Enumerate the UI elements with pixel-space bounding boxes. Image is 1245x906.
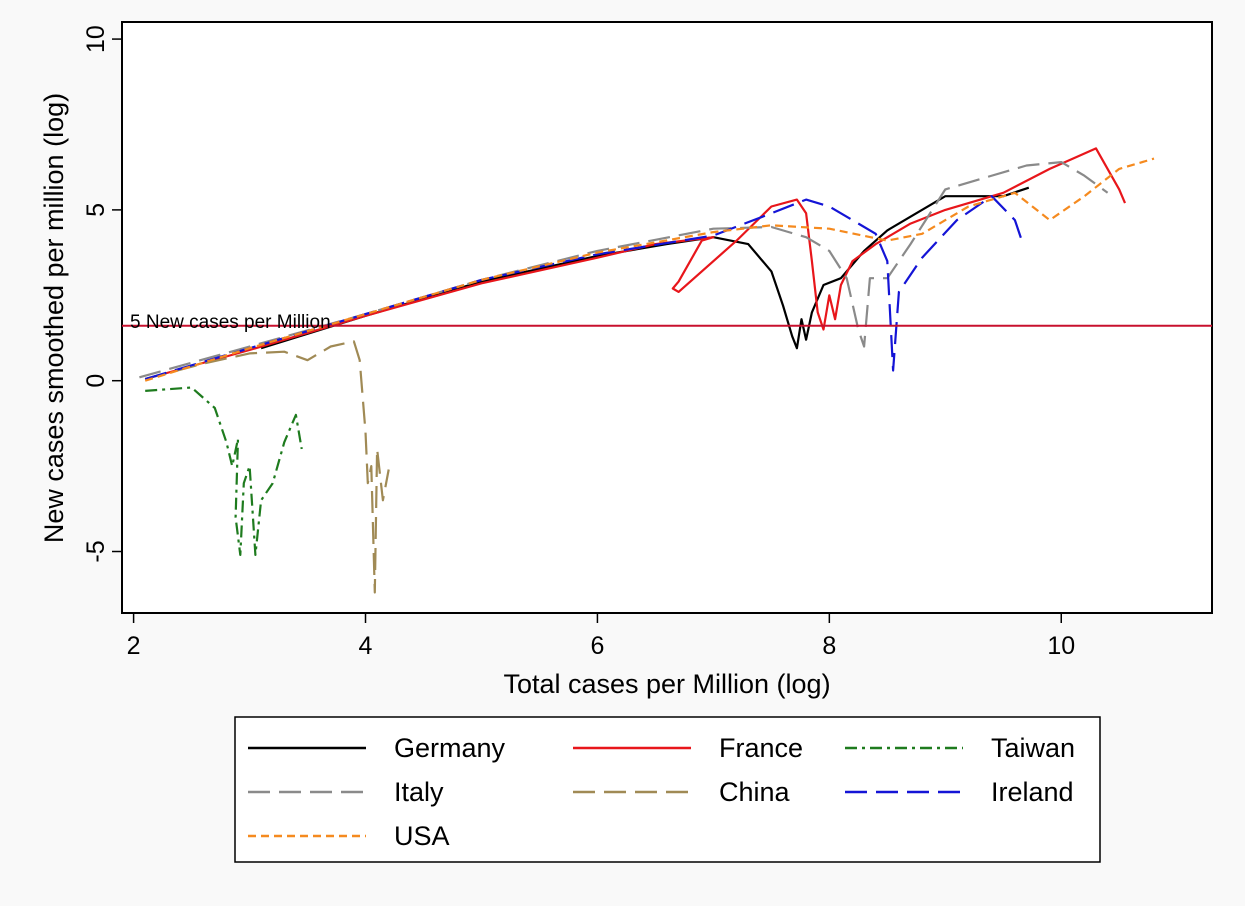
plot-area: 5 New cases per Million <box>121 21 1213 614</box>
x-axis-title: Total cases per Million (log) <box>503 669 830 699</box>
legend-label-taiwan: Taiwan <box>991 733 1075 763</box>
y-tick-label: 10 <box>82 25 110 53</box>
x-tick-label: 6 <box>590 632 604 660</box>
y-axis-title: New cases smoothed per million (log) <box>39 93 69 543</box>
x-tick-label: 10 <box>1047 632 1075 660</box>
legend-label-ireland: Ireland <box>991 777 1074 807</box>
series-line-taiwan <box>145 386 303 556</box>
legend-label-germany: Germany <box>394 733 506 763</box>
plot-frame <box>121 21 1213 614</box>
series-layer <box>139 147 1155 594</box>
x-tick-label: 4 <box>359 632 373 660</box>
x-tick-label: 8 <box>822 632 836 660</box>
reference-line-label: 5 New cases per Million <box>130 312 331 333</box>
series-line-china <box>144 340 390 594</box>
y-tick-label: 0 <box>82 374 110 388</box>
x-tick-label: 2 <box>127 632 141 660</box>
x-axis: 2 4 6 8 10 <box>127 613 1075 660</box>
series-line-usa <box>144 157 1155 382</box>
legend-label-usa: USA <box>394 821 450 851</box>
legend-label-italy: Italy <box>394 777 444 807</box>
legend-label-china: China <box>719 777 791 807</box>
legend-items: Germany France Taiwan Italy China Ireland USA <box>248 733 1075 851</box>
y-tick-label: -5 <box>82 540 110 562</box>
legend: Germany France Taiwan Italy China Ireland USA <box>234 716 1101 863</box>
y-tick-label: 5 <box>82 203 110 217</box>
legend-label-france: France <box>719 733 803 763</box>
y-axis: -5 0 5 10 <box>82 25 122 563</box>
legend-box <box>234 716 1101 863</box>
series-line-germany <box>260 186 1030 350</box>
